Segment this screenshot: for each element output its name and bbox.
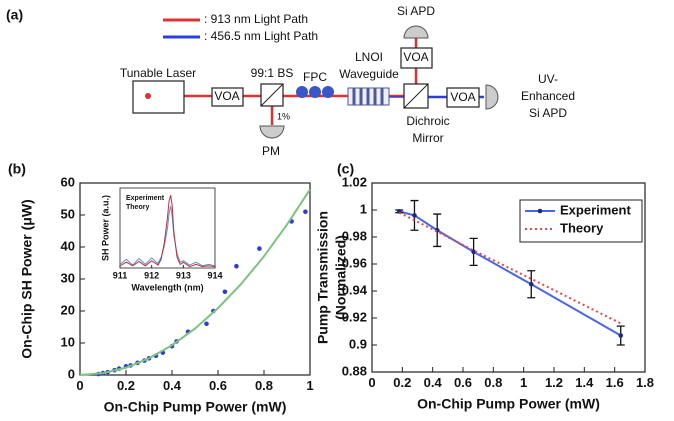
y-axis-label: SH Power (a.u.) xyxy=(100,195,110,261)
data-point xyxy=(412,213,417,218)
data-point xyxy=(618,333,624,338)
legend-label: Theory xyxy=(560,220,604,235)
label: VOA xyxy=(214,89,239,103)
label: Tunable Laser xyxy=(120,66,196,80)
x-tick-label: 0.6 xyxy=(209,378,227,393)
data-point xyxy=(234,263,239,269)
y-tick-label: 0 xyxy=(68,366,75,381)
y-tick-label: 0.96 xyxy=(342,255,367,270)
y-tick-label: 1.02 xyxy=(342,174,367,189)
y-tick-label: 1 xyxy=(360,201,367,216)
x-tick-label: 1 xyxy=(306,378,313,393)
si-apd xyxy=(403,25,429,39)
legend-label: Theory xyxy=(126,204,149,211)
data-point xyxy=(257,246,262,251)
x-tick-label: 914 xyxy=(207,270,222,280)
legend-text: : 456.5 nm Light Path xyxy=(204,29,318,43)
x-tick-label: 0.2 xyxy=(117,378,135,393)
label: UV- xyxy=(538,72,558,86)
label: Enhanced xyxy=(521,89,575,103)
y-tick-label: 0.9 xyxy=(349,336,367,351)
x-tick-label: 0 xyxy=(76,378,83,393)
label: FPC xyxy=(303,70,327,84)
label: Mirror xyxy=(412,131,443,145)
voa-box xyxy=(446,87,480,108)
y-tick-label: 30 xyxy=(61,270,75,285)
y-tick-label: 40 xyxy=(61,238,75,253)
uv-apd xyxy=(485,84,499,110)
waveguide-grating xyxy=(352,88,384,105)
series-line xyxy=(399,210,622,337)
panel-label: (c) xyxy=(337,161,354,177)
x-tick-label: 913 xyxy=(176,270,191,280)
label: PM xyxy=(262,144,280,158)
x-tick-label: 1 xyxy=(520,375,527,390)
y-tick-label: 60 xyxy=(61,174,75,189)
label: Waveguide xyxy=(339,67,399,81)
y-tick-label: 0.98 xyxy=(342,228,367,243)
x-tick-label: 1.6 xyxy=(606,375,624,390)
series-line xyxy=(119,195,216,268)
label: LNOI xyxy=(355,50,383,64)
label: VOA xyxy=(403,50,428,64)
y-tick-label: 20 xyxy=(61,302,75,317)
x-tick-label: 0 xyxy=(368,375,375,390)
splitter-diagonal xyxy=(260,83,284,107)
x-tick-label: 911 xyxy=(113,270,128,280)
legend-marker xyxy=(537,208,543,214)
label: Si APD xyxy=(529,106,567,120)
x-tick-label: 0.8 xyxy=(484,375,502,390)
y-tick-label: 50 xyxy=(61,206,75,221)
mirror-diagonal xyxy=(403,83,429,109)
x-axis-label: Wavelength (nm) xyxy=(131,282,203,292)
data-point xyxy=(222,289,228,295)
x-axis-label: On-Chip Pump Power (mW) xyxy=(417,396,600,412)
data-point xyxy=(471,249,476,255)
series-line xyxy=(119,206,216,267)
voa-box xyxy=(400,47,433,69)
x-tick-label: 0.6 xyxy=(454,375,472,390)
label: Si APD xyxy=(397,4,435,18)
data-point xyxy=(528,281,534,287)
y-tick-label: 0.94 xyxy=(342,282,368,297)
legend-label: Experiment xyxy=(126,195,165,202)
laser-box xyxy=(132,80,185,114)
fpc-paddles xyxy=(296,86,334,98)
setup-diagram: (a) : 913 nm Light Path : 456.5 nm Light… xyxy=(6,4,575,158)
series-line xyxy=(398,211,622,325)
y-tick-label: 0.88 xyxy=(342,363,367,378)
label: 99:1 BS xyxy=(251,66,294,80)
label: Dichroic xyxy=(406,114,449,128)
series-line xyxy=(79,188,311,376)
x-tick-label: 1.8 xyxy=(636,375,654,390)
legend-box xyxy=(519,199,643,243)
panel-label: (b) xyxy=(8,161,26,177)
x-tick-label: 1.4 xyxy=(575,375,594,390)
x-tick-label: 912 xyxy=(144,270,159,280)
x-tick-label: 1.2 xyxy=(545,375,563,390)
x-tick-label: 0.2 xyxy=(393,375,411,390)
laser-icon xyxy=(145,93,151,99)
data-point xyxy=(303,209,308,215)
x-axis-label: On-Chip Pump Power (mW) xyxy=(104,399,287,415)
x-tick-label: 0.8 xyxy=(255,378,273,393)
data-point xyxy=(204,321,209,327)
legend-text: : 913 nm Light Path xyxy=(204,12,308,26)
y-axis-label: Pump Transmission xyxy=(315,211,331,344)
x-tick-label: 0.4 xyxy=(424,375,443,390)
x-tick-label: 0.4 xyxy=(163,378,182,393)
label: 1% xyxy=(277,111,290,121)
y-axis-label: On-Chip SH Power (μW) xyxy=(19,199,35,358)
power-meter xyxy=(259,125,285,139)
voa-box xyxy=(211,87,244,107)
panel-label: (a) xyxy=(6,7,23,23)
y-axis-label: (Normalized) xyxy=(333,235,349,320)
legend-label: Experiment xyxy=(560,202,631,217)
y-tick-label: 10 xyxy=(61,334,75,349)
y-tick-label: 0.92 xyxy=(342,309,367,324)
label: VOA xyxy=(450,90,475,104)
